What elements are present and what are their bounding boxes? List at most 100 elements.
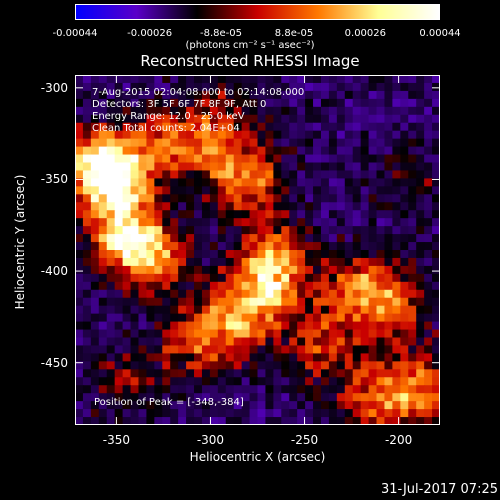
heatmap-cell <box>281 82 290 92</box>
heatmap-cell <box>201 369 211 378</box>
heatmap-cell <box>114 281 124 291</box>
colorbar-tick-label: -0.00044 <box>52 28 98 39</box>
heatmap-cell <box>130 329 140 339</box>
heatmap-cell <box>392 178 401 187</box>
heatmap-cell <box>194 250 203 259</box>
heatmap-cell <box>257 281 267 291</box>
heatmap-cell <box>75 186 84 195</box>
heatmap-cell <box>416 154 425 164</box>
heatmap-cell <box>162 122 171 132</box>
heatmap-cell <box>106 417 116 425</box>
heatmap-cell <box>265 210 274 219</box>
heatmap-cell <box>162 305 171 315</box>
heatmap-cell <box>376 194 386 203</box>
heatmap-cell <box>225 234 235 243</box>
heatmap-cell <box>122 90 132 100</box>
heatmap-cell <box>416 257 425 267</box>
colorbar-tick-label: 8.8e-05 <box>274 28 314 39</box>
heatmap-cell <box>352 273 362 283</box>
heatmap-cell <box>360 186 370 195</box>
y-tick-label: -450 <box>40 355 68 370</box>
heatmap-cell <box>313 385 322 394</box>
heatmap-cell <box>408 385 417 394</box>
heatmap-cell <box>170 361 179 370</box>
heatmap-cell <box>257 114 267 124</box>
heatmap-cell <box>376 210 386 219</box>
heatmap-cell <box>186 385 195 394</box>
heatmap-cell <box>320 210 330 219</box>
heatmap-cell <box>146 82 155 92</box>
heatmap-cell <box>376 337 386 347</box>
heatmap-cell <box>313 75 322 84</box>
heatmap-cell <box>352 106 362 116</box>
heatmap-cell <box>257 401 267 410</box>
heatmap-cell <box>82 138 92 148</box>
heatmap-cell <box>281 186 290 195</box>
heatmap-cell <box>233 361 243 370</box>
heatmap-cell <box>265 273 274 283</box>
heatmap-cell <box>178 417 187 425</box>
heatmap-cell <box>233 146 243 156</box>
heatmap-cell <box>209 353 219 362</box>
heatmap-cell <box>114 409 124 418</box>
heatmap-cell <box>146 409 155 418</box>
heatmap-cell <box>297 369 306 378</box>
heatmap-cell <box>416 234 425 243</box>
heatmap-cell <box>368 98 378 108</box>
heatmap-cell <box>257 377 267 386</box>
heatmap-cell <box>368 146 378 156</box>
heatmap-cell <box>392 369 401 378</box>
heatmap-cell <box>82 186 92 195</box>
heatmap-cell <box>416 242 425 251</box>
heatmap-cell <box>106 210 116 219</box>
heatmap-cell <box>344 154 354 164</box>
heatmap-cell <box>384 234 393 243</box>
heatmap-cell <box>360 75 370 84</box>
heatmap-cell <box>424 393 433 402</box>
heatmap-cell <box>162 210 171 219</box>
heatmap-cell <box>376 122 386 132</box>
heatmap-cell <box>130 313 140 323</box>
heatmap-cell <box>217 377 227 386</box>
heatmap-cell <box>424 321 433 331</box>
heatmap-cell <box>114 377 124 386</box>
heatmap-cell <box>106 186 116 195</box>
heatmap-cell <box>233 385 243 394</box>
heatmap-cell <box>376 385 386 394</box>
heatmap-cell <box>352 178 362 187</box>
heatmap-cell <box>194 82 203 92</box>
heatmap-cell <box>186 202 195 211</box>
heatmap-cell <box>130 90 140 100</box>
heatmap-cell <box>281 162 290 172</box>
heatmap-cell <box>249 369 259 378</box>
heatmap-cell <box>186 345 195 354</box>
heatmap-cell <box>82 170 92 179</box>
heatmap-cell <box>360 377 370 386</box>
heatmap-cell <box>114 82 124 92</box>
heatmap-cell <box>344 305 354 315</box>
heatmap-cell <box>170 321 179 331</box>
heatmap-cell <box>114 210 124 219</box>
heatmap-cell <box>400 385 409 394</box>
heatmap-cell <box>424 353 433 362</box>
heatmap-cell <box>146 138 155 148</box>
heatmap-cell <box>344 281 354 291</box>
heatmap-cell <box>281 401 290 410</box>
heatmap-cell <box>241 75 251 84</box>
heatmap-cell <box>305 90 314 100</box>
heatmap-cell <box>225 154 235 164</box>
heatmap-cell <box>376 202 386 211</box>
heatmap-cell <box>344 178 354 187</box>
heatmap-cell <box>201 154 211 164</box>
heatmap-cell <box>416 210 425 219</box>
heatmap-cell <box>376 377 386 386</box>
heatmap-cell <box>408 218 417 227</box>
heatmap-cell <box>82 234 92 243</box>
heatmap-cell <box>432 305 440 315</box>
heatmap-cell <box>82 154 92 164</box>
heatmap-cell <box>257 337 267 347</box>
heatmap-cell <box>90 170 100 179</box>
heatmap-cell <box>368 329 378 339</box>
heatmap-cell <box>400 234 409 243</box>
heatmap-cell <box>162 130 171 140</box>
